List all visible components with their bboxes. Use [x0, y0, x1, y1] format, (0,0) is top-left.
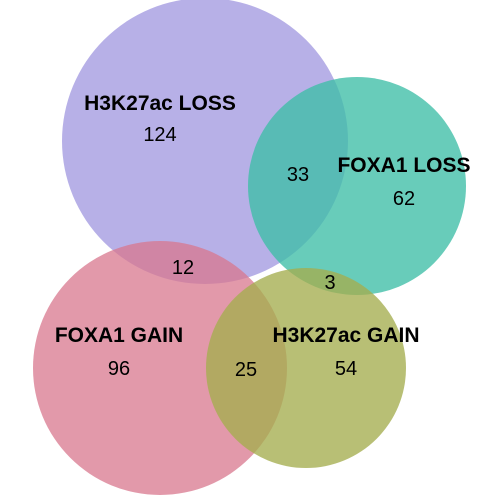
set-circles	[33, 0, 466, 495]
foxa1-gain-h3k27ac-gain-overlap-count: 25	[235, 359, 257, 381]
foxa1-loss-h3k27ac-gain-overlap-count: 3	[324, 272, 335, 294]
foxa1-gain-label: FOXA1 GAIN	[55, 324, 183, 347]
h3k27ac-gain-only-count: 54	[335, 358, 357, 380]
region-counts: 124 62 96 54 33 12 3 25	[108, 124, 415, 381]
foxa1-gain-circle	[33, 241, 287, 495]
foxa1-gain-only-count: 96	[108, 358, 130, 380]
h3k27ac-gain-circle	[206, 268, 406, 468]
h3k27ac-loss-foxa1-loss-overlap-count: 33	[287, 164, 309, 186]
foxa1-loss-circle	[248, 77, 466, 295]
h3k27ac-loss-foxa1-gain-overlap-count: 12	[172, 257, 194, 279]
h3k27ac-gain-label: H3K27ac GAIN	[272, 324, 419, 347]
set-labels: H3K27ac LOSS FOXA1 LOSS FOXA1 GAIN H3K27…	[55, 92, 471, 347]
h3k27ac-loss-only-count: 124	[143, 124, 176, 146]
foxa1-loss-label: FOXA1 LOSS	[337, 154, 470, 177]
h3k27ac-loss-label: H3K27ac LOSS	[84, 92, 236, 115]
foxa1-loss-only-count: 62	[393, 188, 415, 210]
